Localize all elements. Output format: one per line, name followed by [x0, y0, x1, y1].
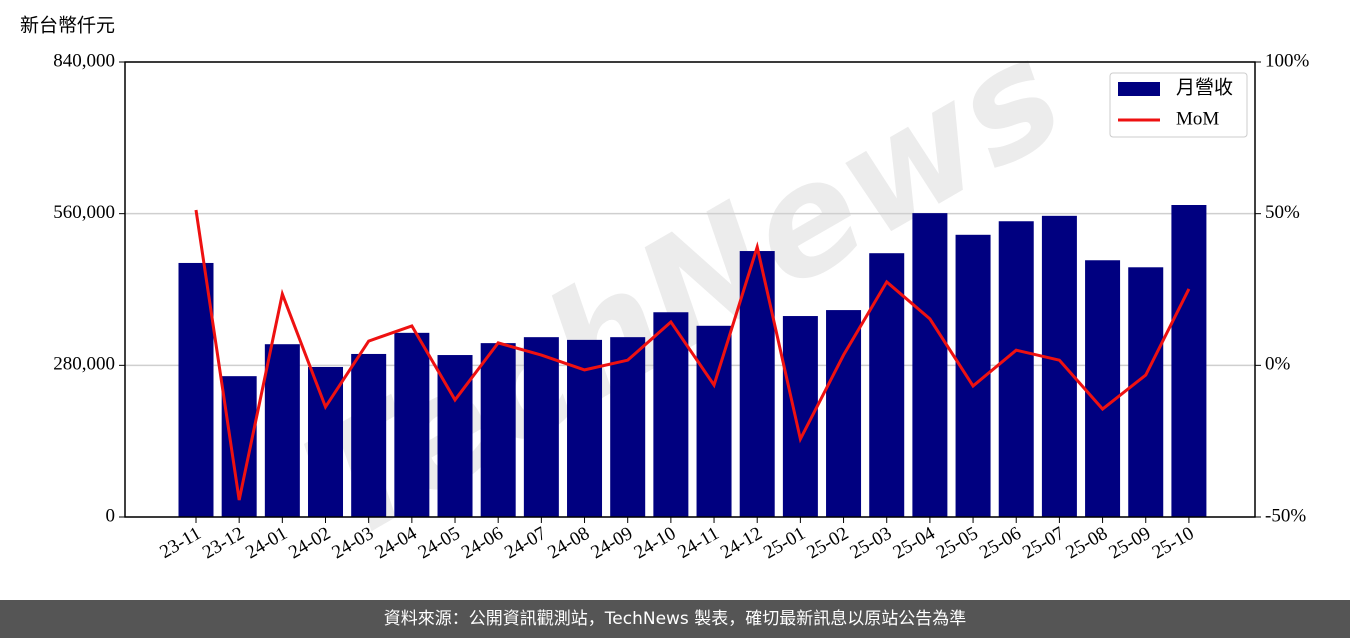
bar — [826, 310, 862, 517]
bar — [1041, 215, 1077, 518]
legend-swatch — [1118, 82, 1160, 96]
x-tick-label: 25-10 — [1149, 523, 1198, 563]
y-tick-label: 840,000 — [53, 50, 115, 71]
x-tick-label: 25-09 — [1106, 523, 1155, 563]
x-tick-label: 25-04 — [890, 523, 939, 564]
footer-text: 資料來源：公開資訊觀測站，TechNews 製表，確切最新訊息以原站公告為準 — [384, 609, 966, 629]
x-tick-label: 24-11 — [674, 523, 722, 563]
y2-tick-label: 100% — [1265, 50, 1310, 71]
legend-label: MoM — [1176, 108, 1219, 129]
x-tick-label: 24-01 — [242, 523, 291, 563]
bar — [394, 332, 430, 517]
bar — [1085, 260, 1121, 517]
bar — [480, 343, 516, 517]
x-tick-label: 24-07 — [501, 523, 550, 563]
bar — [912, 213, 948, 517]
bar — [1171, 205, 1207, 517]
x-tick-label: 25-05 — [933, 523, 982, 563]
x-tick-label: 24-08 — [544, 523, 593, 563]
x-tick-label: 23-12 — [199, 523, 248, 563]
bar — [610, 337, 646, 517]
y2-tick-label: 0% — [1265, 354, 1291, 375]
legend-label: 月營收 — [1176, 76, 1233, 98]
footer-bar — [0, 600, 1350, 638]
x-tick-label: 24-12 — [717, 523, 766, 563]
bar — [523, 337, 559, 517]
y2-tick-label: -50% — [1265, 505, 1306, 526]
x-tick-label: 25-07 — [1019, 523, 1068, 563]
bar — [178, 262, 214, 517]
bar — [351, 353, 387, 517]
x-tick-label: 25-08 — [1062, 523, 1111, 563]
bar — [869, 253, 905, 518]
bar — [264, 344, 300, 517]
x-tick-label: 25-01 — [760, 523, 809, 563]
x-tick-label: 24-09 — [587, 523, 636, 563]
x-tick-label: 23-11 — [156, 523, 204, 563]
x-tick-label: 24-02 — [285, 523, 334, 563]
x-tick-label: 25-03 — [847, 523, 896, 563]
x-tick-label: 24-06 — [458, 523, 507, 563]
y-tick-label: 280,000 — [53, 354, 115, 375]
bar — [308, 366, 344, 517]
y-tick-label: 0 — [106, 505, 116, 526]
mom-line — [194, 209, 1191, 501]
bar — [1128, 267, 1164, 517]
x-tick-label: 24-10 — [631, 523, 680, 563]
y-axis-label: 新台幣仟元 — [20, 14, 115, 36]
plot-frame — [124, 61, 1256, 518]
bar — [653, 312, 689, 517]
y-tick-label: 560,000 — [53, 202, 115, 223]
bar — [998, 221, 1034, 517]
x-tick-label: 25-06 — [976, 523, 1025, 563]
y2-tick-label: 50% — [1265, 202, 1300, 223]
x-tick-label: 25-02 — [803, 523, 852, 563]
bar — [696, 325, 732, 517]
